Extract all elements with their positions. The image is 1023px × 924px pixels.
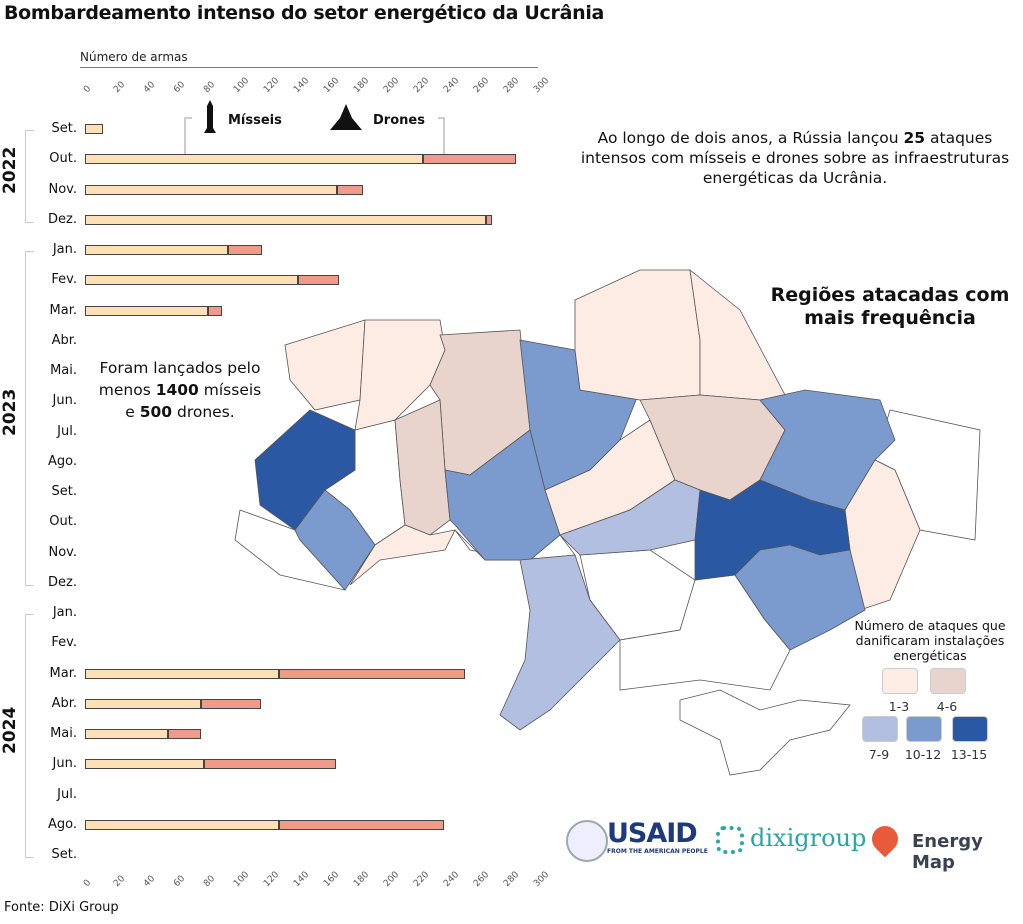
dixi-logo: dixigroup — [750, 824, 867, 852]
bar-missiles — [85, 668, 279, 679]
month-label: Ago. — [47, 816, 77, 832]
drone-icon — [330, 104, 362, 130]
bar-drones — [298, 275, 339, 286]
month-label: Mai. — [50, 726, 77, 741]
year-bracket — [25, 130, 34, 223]
legend-swatch — [930, 668, 966, 694]
missile-icon — [204, 100, 216, 133]
usaid-seal-icon — [566, 820, 608, 862]
month-label: Out. — [49, 514, 77, 530]
bar-missiles — [85, 124, 103, 134]
month-label: Set. — [51, 121, 77, 136]
month-label: Nov. — [48, 181, 78, 197]
bar-missiles — [85, 245, 228, 255]
bar-drones — [278, 668, 465, 679]
axis-line — [80, 67, 538, 68]
month-label: Dez. — [48, 574, 77, 590]
month-label: Out. — [49, 151, 77, 167]
bar-drones — [227, 245, 262, 255]
bar-missiles — [85, 729, 168, 739]
bar-drones — [278, 819, 444, 830]
summary-text: Foram lançados pelo menos 1400 mísseis e… — [98, 359, 262, 421]
month-label: Jul. — [57, 786, 77, 802]
year-bracket — [25, 614, 34, 858]
bar-drones — [167, 729, 201, 739]
bar-drones — [200, 698, 261, 709]
bar-missiles — [85, 184, 337, 195]
legend-swatch — [906, 716, 942, 742]
month-label: Mar. — [49, 665, 77, 681]
usaid-logo: USAID — [607, 818, 698, 849]
bar-drones — [337, 184, 363, 195]
intro-text: Ao longo de dois anos, a Rússia lançou 2… — [580, 129, 1010, 187]
bar-drones — [485, 214, 492, 225]
region-ternopil — [394, 399, 451, 536]
month-label: Jan. — [52, 605, 77, 620]
month-label: Mar. — [49, 302, 77, 318]
legend-swatch — [862, 716, 898, 742]
regions-title: Regiões atacadas com mais frequência — [770, 284, 1010, 329]
month-label: Abr. — [51, 695, 77, 711]
bar-missiles — [85, 759, 204, 770]
usaid-tagline: FROM THE AMERICAN PEOPLE — [607, 848, 708, 855]
legend-drones: Drones — [373, 113, 425, 128]
bar-drones — [203, 759, 336, 770]
legend-label: 10-12 — [904, 747, 942, 762]
legend-title: Número de ataques que danificaram instal… — [854, 618, 1006, 663]
legend-missiles: Mísseis — [228, 113, 282, 128]
source: Fonte: DiXi Group — [4, 900, 119, 915]
bar-missiles — [85, 819, 279, 830]
month-label: Set. — [51, 847, 77, 862]
legend-label: 13-15 — [950, 747, 988, 762]
region-ivano-frankivsk — [294, 489, 376, 591]
bar-drones — [422, 154, 516, 165]
month-label: Jun. — [52, 756, 77, 772]
legend-swatch — [952, 716, 988, 742]
bar-missiles — [85, 154, 423, 165]
region-chernivtsi — [349, 524, 456, 586]
bar-missiles — [85, 214, 486, 225]
dixi-icon — [716, 826, 744, 854]
month-label: Ago. — [47, 453, 77, 469]
month-label: Fev. — [51, 272, 77, 288]
legend-label: 7-9 — [868, 747, 890, 762]
month-label: Mai. — [50, 363, 77, 378]
bar-missiles — [85, 275, 298, 286]
month-label: Nov. — [48, 544, 78, 560]
chart-title: Bombardeamento intenso do setor energéti… — [4, 2, 605, 24]
year-bracket — [25, 251, 34, 586]
month-label: Jun. — [52, 393, 77, 409]
month-label: Abr. — [51, 332, 77, 348]
month-label: Jul. — [57, 423, 77, 439]
bar-drones — [208, 305, 222, 316]
legend-swatch — [882, 668, 918, 694]
energy-map-logo: Energy Map — [912, 831, 983, 873]
legend-label: 4-6 — [936, 699, 958, 714]
x-axis-title: Número de armas — [80, 50, 188, 64]
bar-missiles — [85, 698, 201, 709]
region-volyn — [284, 319, 366, 411]
bar-missiles — [85, 305, 208, 316]
region-rivne — [354, 319, 446, 431]
region-zaporizhzhia — [734, 544, 866, 651]
month-label: Set. — [51, 484, 77, 499]
region-crimea — [679, 689, 851, 776]
month-label: Dez. — [48, 211, 77, 227]
legend-label: 1-3 — [888, 699, 910, 714]
region-khmelnytskyi — [444, 429, 561, 561]
series-annotation — [184, 100, 445, 154]
region-odesa — [499, 554, 621, 731]
month-label: Jan. — [52, 242, 77, 257]
month-label: Fev. — [51, 635, 77, 651]
region-chernihiv — [574, 269, 701, 401]
